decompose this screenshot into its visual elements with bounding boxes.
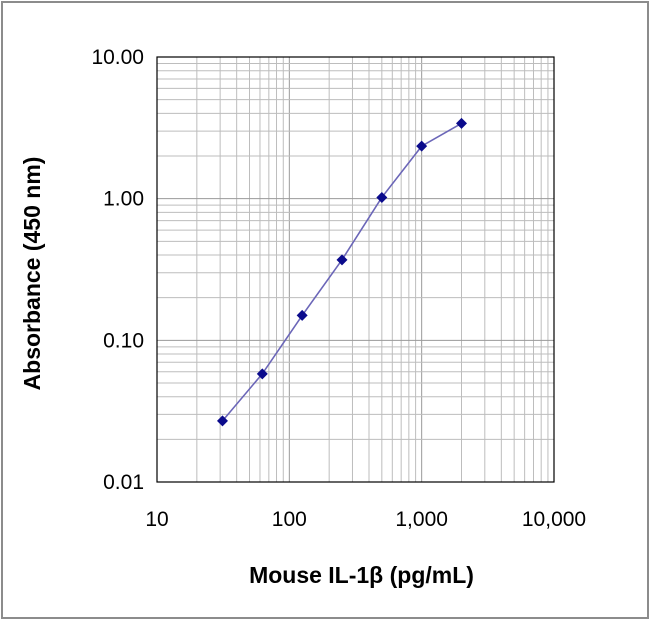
y-tick-label: 0.10: [103, 329, 144, 352]
data-point: [216, 415, 228, 427]
data-point: [336, 254, 348, 266]
y-tick-label: 1.00: [103, 188, 144, 211]
plot-area-border: [156, 56, 555, 483]
x-tick-label: 10: [145, 508, 168, 531]
tick-labels: 10 100 1,000 10,000 0.01 0.10 1.00 10.00: [91, 46, 586, 531]
data-point: [256, 368, 268, 380]
series-line: [221, 122, 462, 422]
x-axis-title: Mouse IL-1β (pg/mL): [249, 562, 474, 588]
data-series: [216, 117, 468, 427]
data-point: [416, 140, 428, 152]
grid: [157, 57, 554, 482]
x-tick-label: 10,000: [522, 508, 586, 531]
data-point: [376, 191, 388, 203]
y-tick-label: 10.00: [91, 46, 144, 69]
y-tick-label: 0.01: [103, 471, 144, 494]
y-axis-title: Absorbance (450 nm): [19, 157, 45, 391]
data-point: [296, 309, 308, 321]
x-tick-label: 100: [272, 508, 307, 531]
data-point: [456, 117, 468, 129]
x-tick-label: 1,000: [395, 508, 448, 531]
